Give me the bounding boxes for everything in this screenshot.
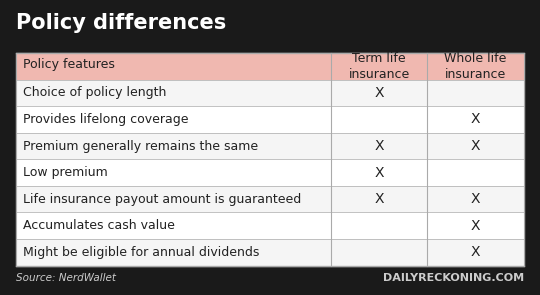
Text: Provides lifelong coverage: Provides lifelong coverage bbox=[23, 113, 188, 126]
Text: X: X bbox=[374, 192, 384, 206]
Text: X: X bbox=[374, 165, 384, 180]
FancyBboxPatch shape bbox=[16, 53, 524, 80]
Text: Policy features: Policy features bbox=[23, 58, 114, 71]
Text: Choice of policy length: Choice of policy length bbox=[23, 86, 166, 99]
FancyBboxPatch shape bbox=[16, 159, 524, 186]
FancyBboxPatch shape bbox=[16, 239, 524, 266]
Text: Policy differences: Policy differences bbox=[16, 13, 226, 33]
FancyBboxPatch shape bbox=[16, 133, 524, 159]
Text: X: X bbox=[471, 112, 480, 127]
FancyBboxPatch shape bbox=[16, 186, 524, 212]
FancyBboxPatch shape bbox=[16, 53, 524, 266]
Text: Term life
insurance: Term life insurance bbox=[348, 52, 410, 81]
Text: X: X bbox=[471, 192, 480, 206]
Text: X: X bbox=[374, 86, 384, 100]
Text: X: X bbox=[374, 139, 384, 153]
Text: X: X bbox=[471, 219, 480, 233]
Text: DAILYRECKONING.COM: DAILYRECKONING.COM bbox=[383, 273, 524, 283]
Text: Low premium: Low premium bbox=[23, 166, 107, 179]
Text: X: X bbox=[471, 245, 480, 259]
FancyBboxPatch shape bbox=[16, 80, 524, 106]
Text: Premium generally remains the same: Premium generally remains the same bbox=[23, 140, 258, 153]
Text: Might be eligible for annual dividends: Might be eligible for annual dividends bbox=[23, 246, 259, 259]
FancyBboxPatch shape bbox=[16, 212, 524, 239]
Text: Source: NerdWallet: Source: NerdWallet bbox=[16, 273, 116, 283]
Text: Accumulates cash value: Accumulates cash value bbox=[23, 219, 174, 232]
Text: Life insurance payout amount is guaranteed: Life insurance payout amount is guarante… bbox=[23, 193, 301, 206]
FancyBboxPatch shape bbox=[16, 106, 524, 133]
Text: Whole life
insurance: Whole life insurance bbox=[444, 52, 507, 81]
Text: X: X bbox=[471, 139, 480, 153]
